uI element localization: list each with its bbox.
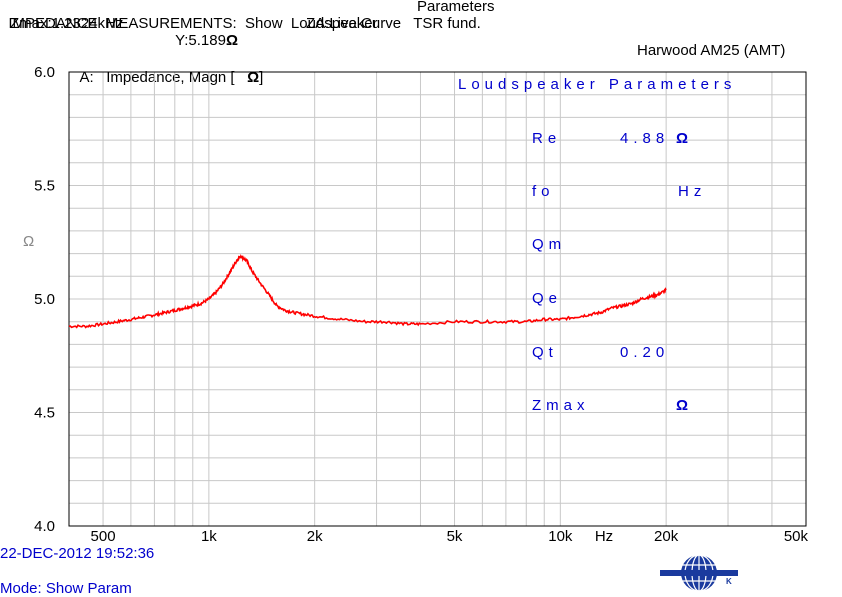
plot-title: A: Impedance, Magn [ Ω] — [72, 52, 264, 86]
impedance-curve — [68, 253, 667, 329]
plot-title-unit: Ω — [247, 69, 260, 86]
param-qt-value: 0.20 — [620, 344, 669, 361]
x-tick-label-4: 10k — [548, 528, 573, 545]
x-tick-label-3: 5k — [447, 528, 463, 545]
plot-title-text: A: Impedance, Magn [ — [79, 69, 248, 86]
x-tick-label-1: 1k — [201, 528, 217, 545]
mode-status: Mode: Show Param — [0, 580, 132, 597]
header-y-value: Y:5.189 — [175, 32, 226, 49]
param-qt-label: Qt — [532, 344, 558, 361]
param-re-label: Re — [532, 130, 561, 147]
chart-ticks: 500 1k 2k 5k 10k 20k 50k Hz 6.0 5.5 5.0 4.5 4.0 — [34, 64, 808, 545]
x-tick-label-5: 20k — [654, 528, 679, 545]
param-re-value: 4.88 — [620, 130, 669, 147]
header-zmax: Zmax:1.2324kHz — [10, 15, 124, 32]
y-tick-label-0: 6.0 — [34, 64, 55, 81]
logo-letter-k: K — [726, 577, 732, 586]
header-line1: IMPEDANCE MEASUREMENTS: Show Loudspeaker — [0, 0, 378, 32]
param-re-unit: Ω — [676, 130, 693, 147]
x-tick-label-6: 50k — [784, 528, 809, 545]
y-tick-label-1: 5.5 — [34, 178, 55, 195]
param-qm-label: Qm — [532, 236, 566, 253]
x-tick-label-0: 500 — [91, 528, 116, 545]
ohm-symbol: Ω — [225, 32, 238, 49]
chart-grid — [69, 72, 806, 526]
x-axis-unit: Hz — [595, 528, 613, 545]
y-tick-label-2: 5.0 — [34, 291, 55, 308]
bk-logo: B K — [660, 554, 738, 592]
device-name: Harwood AM25 (AMT) — [637, 42, 786, 59]
plot-title-close: ] — [259, 69, 264, 86]
param-heading: Loudspeaker Parameters — [458, 76, 736, 93]
param-qe-label: Qe — [532, 290, 562, 307]
logo-letter-b: B — [668, 569, 674, 578]
timestamp: 22-DEC-2012 19:52:36 — [0, 545, 155, 562]
header-title: IMPEDANCE MEASUREMENTS: Show Loudspeaker — [8, 15, 378, 32]
y-tick-label-3: 4.5 — [34, 405, 55, 422]
y-axis-unit: Ω — [23, 233, 35, 250]
param-zmax-label: Zmax — [532, 397, 590, 414]
param-fo-label: fo — [532, 183, 555, 200]
header-za: ZA:Live Curve TSR fund. — [306, 15, 481, 32]
param-zmax-unit: Ω — [676, 397, 693, 414]
plot-frame — [68, 71, 807, 527]
header-parameters: Parameters — [417, 0, 495, 15]
y-tick-label-4: 4.0 — [34, 518, 55, 535]
param-fo-unit: Hz — [678, 183, 706, 200]
x-tick-label-2: 2k — [307, 528, 323, 545]
header-y-readout: Y:5.189Ω — [167, 15, 238, 49]
